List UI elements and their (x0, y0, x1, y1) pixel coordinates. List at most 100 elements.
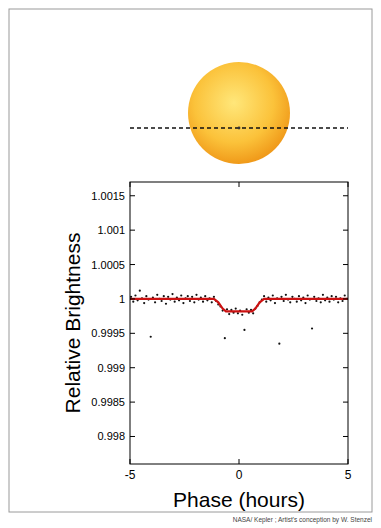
data-point (213, 296, 215, 298)
y-tick (130, 367, 135, 368)
y-tick-label: 0.9985 (91, 396, 125, 408)
data-point (143, 302, 145, 304)
y-tick (343, 436, 348, 437)
data-point (202, 301, 204, 303)
data-point (228, 313, 230, 315)
data-point (246, 308, 248, 310)
y-tick (343, 230, 348, 231)
y-tick-label: 1.001 (97, 224, 125, 236)
data-point (161, 300, 163, 302)
y-tick-label: 0.999 (97, 362, 125, 374)
axes-frame (130, 182, 348, 464)
data-point (211, 301, 213, 303)
x-tick-label: -5 (125, 468, 136, 482)
data-point (193, 301, 195, 303)
data-point (278, 343, 280, 345)
y-tick-label: 1.0015 (91, 190, 125, 202)
data-point (237, 312, 239, 314)
data-point (189, 300, 191, 302)
x-tick (348, 182, 349, 187)
y-tick (130, 264, 135, 265)
data-point (331, 295, 333, 297)
data-point (226, 308, 228, 310)
data-point (285, 294, 287, 296)
y-tick (130, 436, 135, 437)
data-point (134, 294, 136, 296)
data-point (344, 294, 346, 296)
data-point (171, 293, 173, 295)
data-point (311, 327, 313, 329)
plot-marks (130, 290, 348, 345)
data-point (283, 300, 285, 302)
data-point (204, 295, 206, 297)
data-point (165, 303, 167, 305)
data-point (313, 296, 315, 298)
y-tick-label: 0.998 (97, 430, 125, 442)
data-point (291, 296, 293, 298)
data-point (156, 294, 158, 296)
x-tick (348, 459, 349, 464)
y-tick-label: 1.0005 (91, 259, 125, 271)
y-tick (343, 333, 348, 334)
data-point (224, 337, 226, 339)
x-tick (130, 459, 131, 464)
y-tick (130, 298, 135, 299)
y-tick-label: 0.9995 (91, 327, 125, 339)
x-tick (130, 182, 131, 187)
y-axis-label: Relative Brightness (61, 233, 84, 414)
y-tick-label: 1 (119, 293, 125, 305)
data-point (139, 290, 141, 292)
data-point (191, 296, 193, 298)
x-tick (239, 182, 240, 187)
data-point (235, 307, 237, 309)
x-axis-label: Phase (hours) (173, 488, 305, 511)
data-point (180, 294, 182, 296)
data-point (341, 300, 343, 302)
data-point (145, 295, 147, 297)
data-point (187, 295, 189, 297)
data-point (154, 301, 156, 303)
frame (9, 9, 372, 512)
model-line (130, 299, 348, 311)
data-point (174, 301, 176, 303)
data-point (328, 301, 330, 303)
data-point (150, 336, 152, 338)
figure: 0.998 0.9985 0.999 0.9995 1 1.0005 1.001 1.0015… (0, 0, 381, 528)
data-point (167, 296, 169, 298)
y-tick (343, 367, 348, 368)
x-tick-label: 5 (345, 468, 352, 482)
y-tick (343, 298, 348, 299)
y-tick (130, 402, 135, 403)
data-point (163, 295, 165, 297)
data-point (322, 294, 324, 296)
data-point (274, 302, 276, 304)
planet-path (130, 127, 348, 129)
data-point (132, 301, 134, 303)
data-point (307, 294, 309, 296)
y-tick (343, 402, 348, 403)
y-tick (343, 195, 348, 196)
data-point (280, 296, 282, 298)
planet (238, 127, 241, 130)
data-point (304, 302, 306, 304)
x-tick-label: 0 (236, 468, 243, 482)
data-point (241, 314, 243, 316)
data-point (195, 294, 197, 296)
y-tick (130, 333, 135, 334)
data-point (315, 300, 317, 302)
star (188, 62, 290, 164)
y-tick (343, 264, 348, 265)
data-point (289, 301, 291, 303)
data-point (252, 312, 254, 314)
data-point (265, 301, 267, 303)
data-point (335, 296, 337, 298)
data-point (243, 329, 245, 331)
x-tick (239, 459, 240, 464)
credit: NASA/ Kepler ; Artist's conception by W.… (233, 516, 373, 524)
data-point (298, 295, 300, 297)
data-point (182, 302, 184, 304)
y-tick (130, 230, 135, 231)
data-point (296, 301, 298, 303)
data-point (263, 295, 265, 297)
data-point (320, 301, 322, 303)
